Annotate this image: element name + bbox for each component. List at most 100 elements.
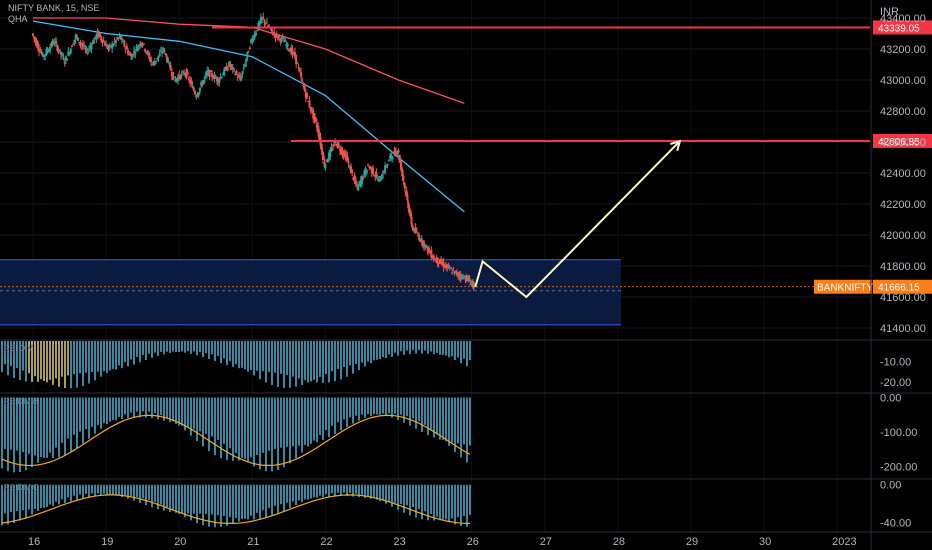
candle-body <box>72 44 75 46</box>
candle-body <box>286 43 289 47</box>
candle-body <box>418 235 421 241</box>
candle-body <box>278 34 281 38</box>
candle-body <box>208 70 211 78</box>
price-tick: 43200.00 <box>880 44 926 56</box>
candle-body <box>349 166 352 174</box>
candle-body <box>309 107 312 112</box>
candle-body <box>401 169 404 177</box>
candle-body <box>473 284 476 286</box>
candle-body <box>275 32 278 35</box>
candle-body <box>257 22 260 30</box>
candle-body <box>454 270 457 273</box>
candle-body <box>362 177 365 179</box>
candle-body <box>276 36 279 39</box>
candle-body <box>80 43 83 46</box>
candle-body <box>420 238 423 242</box>
current-price-label: 41666.15 <box>878 283 920 294</box>
candle-body <box>57 49 60 51</box>
candle-body <box>347 161 350 164</box>
candle-body <box>40 52 43 54</box>
candle-body <box>405 190 408 196</box>
candle-body <box>434 259 437 261</box>
candle-body <box>341 150 344 155</box>
candle-body <box>371 167 374 175</box>
price-tick: 42000.00 <box>880 230 926 242</box>
moving-averages <box>32 17 465 213</box>
pane-tick: -20.00 <box>880 377 911 389</box>
candle-body <box>354 180 357 185</box>
candle-body <box>421 240 424 246</box>
candle-body <box>222 74 225 76</box>
time-tick: 27 <box>540 536 552 548</box>
candle-body <box>74 35 77 40</box>
price-axis[interactable]: 43400.00 43200.00 43000.00 42800.00 42600.00… <box>880 13 926 335</box>
candle-body <box>108 44 111 47</box>
candle-body <box>196 95 199 97</box>
candle-body <box>148 56 151 61</box>
candle-body <box>458 274 461 277</box>
candle-body <box>410 216 413 225</box>
candle-body <box>200 82 203 86</box>
candle-body <box>134 52 137 54</box>
horizontal-levels[interactable]: 43339.05 42606.85 BANKNIFTY 41666.15 <box>0 20 932 294</box>
candle-body <box>97 31 100 38</box>
candle-body <box>403 182 406 186</box>
candle-body <box>192 87 195 91</box>
candle-body <box>264 23 267 25</box>
candle-body <box>320 144 323 148</box>
time-tick: 20 <box>174 536 186 548</box>
candle-body <box>440 259 443 264</box>
candle-body <box>367 164 370 166</box>
candle-body <box>223 68 226 75</box>
pane-name: RSI DIV <box>4 344 34 353</box>
candle-body <box>125 45 128 50</box>
candle-body <box>99 32 102 37</box>
candle-body <box>35 40 38 47</box>
candle-body <box>66 58 69 61</box>
candle-body <box>49 46 52 51</box>
candle-body <box>91 42 94 44</box>
candle-body <box>457 272 460 277</box>
candle-body <box>156 57 159 59</box>
candle-body <box>256 30 259 32</box>
candle-body <box>317 129 320 138</box>
pane-tick: -200.00 <box>880 462 917 474</box>
candle-body <box>416 234 419 236</box>
candle-body <box>409 211 412 216</box>
candle-body <box>242 67 245 69</box>
candle-body <box>52 42 55 45</box>
candle-body <box>368 166 371 168</box>
candle-body <box>118 35 121 37</box>
candle-body <box>443 265 446 268</box>
candle-body <box>140 42 143 46</box>
candle-body <box>36 42 39 49</box>
candle-body <box>330 147 333 152</box>
candle-body <box>75 35 78 38</box>
candle-body <box>218 79 221 83</box>
candle-body <box>217 78 220 84</box>
candle-body <box>130 55 133 60</box>
pane-name: RSIDIV C <box>4 483 39 492</box>
candle-body <box>273 32 276 35</box>
candle-body <box>157 55 160 58</box>
candle-body <box>395 153 398 155</box>
candle-body <box>360 176 363 184</box>
candle-body <box>308 100 311 108</box>
candle-body <box>357 184 360 191</box>
candle-body <box>79 42 82 45</box>
candle-body <box>390 153 393 159</box>
candle-body <box>136 47 139 52</box>
candle-body <box>411 225 414 228</box>
time-tick: 21 <box>247 536 259 548</box>
current-symbol-tag <box>814 279 872 294</box>
candle-body <box>181 71 184 73</box>
candle-body <box>137 45 140 47</box>
candle-body <box>317 125 320 133</box>
candle-body <box>123 40 126 47</box>
candle-body <box>351 169 354 174</box>
candle-body <box>413 228 416 232</box>
candle-body <box>205 72 208 77</box>
price-tick: 41400.00 <box>880 323 926 335</box>
